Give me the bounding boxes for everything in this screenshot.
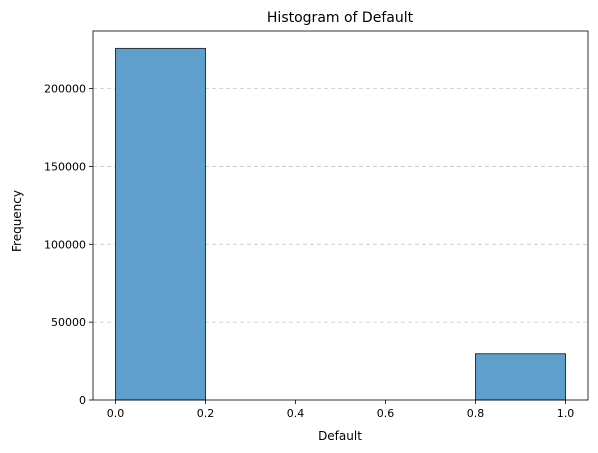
bar-4 [475,353,566,401]
chart-title: Histogram of Default [267,10,414,26]
y-tick-label-0: 0 [79,394,86,407]
y-tick-label-3: 150000 [44,160,86,173]
x-tick-label-4: 0.8 [467,407,485,420]
y-axis-ticks: 0 50000 100000 150000 200000 [44,83,93,407]
grid-lines [93,88,588,323]
x-tick-label-2: 0.4 [287,407,305,420]
y-tick-label-4: 200000 [44,83,86,96]
x-axis-ticks: 0.0 0.2 0.4 0.6 0.8 1.0 [107,400,575,420]
y-axis-label: Frequency [10,190,24,252]
plot-frame [92,30,589,401]
x-tick-label-3: 0.6 [377,407,395,420]
y-tick-label-2: 100000 [44,238,86,251]
x-tick-label-0: 0.0 [107,407,125,420]
y-tick-label-1: 50000 [51,316,86,329]
x-tick-label-1: 0.2 [197,407,215,420]
x-axis-label: Default [318,429,362,443]
x-tick-label-5: 1.0 [557,407,575,420]
bars [115,47,566,401]
bar-0 [115,47,206,401]
